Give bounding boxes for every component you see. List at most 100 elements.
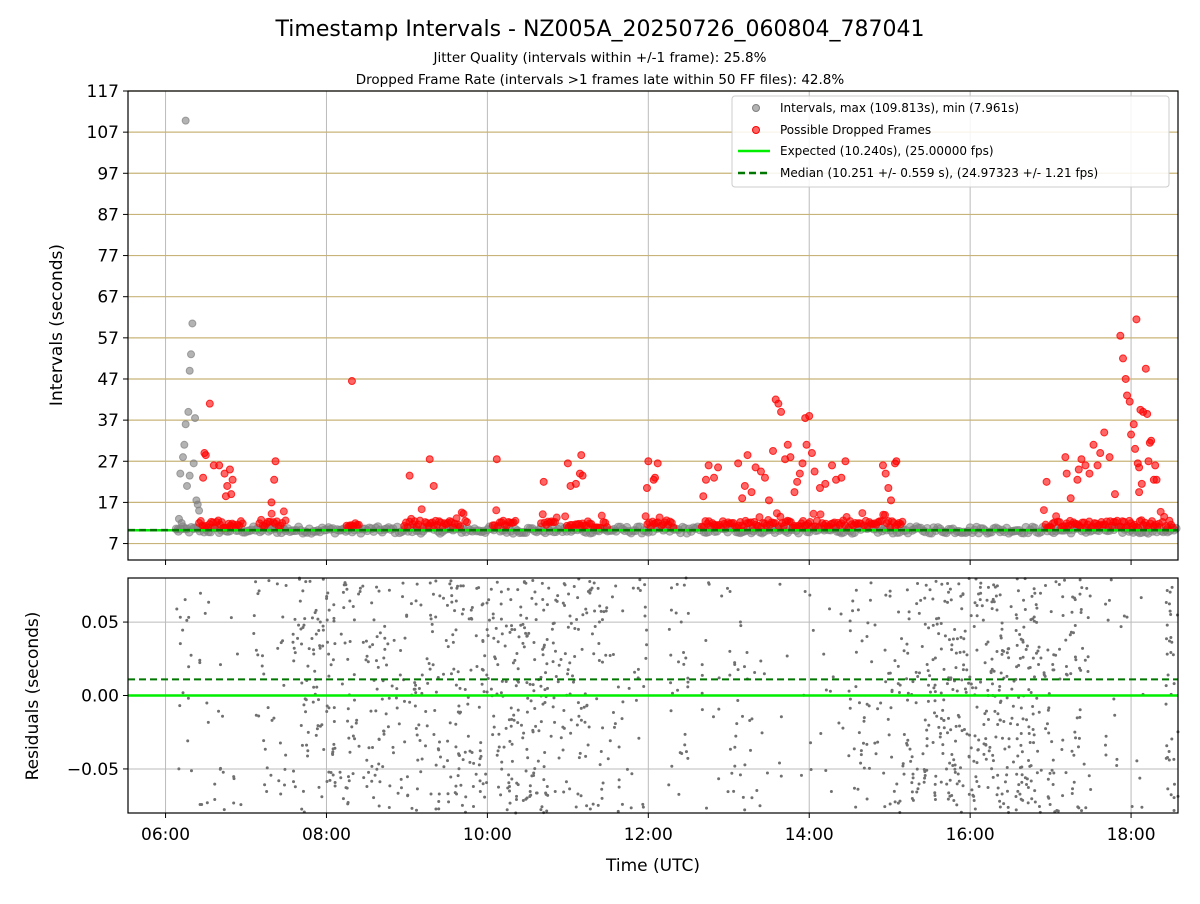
dropped-frame-point: [882, 470, 889, 477]
residual-point: [198, 659, 201, 662]
bottom-plot-x-tick-label: 16:00: [946, 825, 995, 845]
residual-point: [1049, 772, 1052, 775]
residual-point: [924, 718, 927, 721]
residual-point: [866, 797, 869, 800]
residual-point: [399, 649, 402, 652]
residual-point: [887, 672, 890, 675]
residual-point: [567, 626, 570, 629]
residual-point: [292, 633, 295, 636]
residual-point: [525, 617, 528, 620]
dropped-frame-point: [799, 460, 806, 467]
dropped-frame-point: [224, 482, 231, 489]
residual-point: [1166, 756, 1169, 759]
residual-point: [668, 628, 671, 631]
residual-point: [859, 762, 862, 765]
residual-point: [478, 706, 481, 709]
residual-point: [511, 760, 514, 763]
residual-point: [1063, 579, 1066, 582]
residual-point: [985, 710, 988, 713]
top-plot-y-tick-label: 77: [97, 247, 119, 267]
residual-point: [568, 661, 571, 664]
residual-point: [199, 592, 202, 595]
residual-point: [415, 809, 418, 812]
top-plot-y-tick-label: 117: [87, 82, 119, 102]
residual-point: [543, 765, 546, 768]
residual-point: [1074, 658, 1077, 661]
residual-point: [402, 582, 405, 585]
residual-point: [509, 598, 512, 601]
residual-point: [475, 665, 478, 668]
residual-point: [306, 749, 309, 752]
dropped-frame-point: [1145, 458, 1152, 465]
dropped-frame-point: [1142, 365, 1149, 372]
residual-point: [588, 580, 591, 583]
residual-point: [905, 643, 908, 646]
residual-point: [929, 588, 932, 591]
residual-point: [755, 789, 758, 792]
residual-point: [453, 609, 456, 612]
residual-point: [455, 600, 458, 603]
residual-point: [518, 635, 521, 638]
residual-point: [862, 720, 865, 723]
residual-point: [385, 712, 388, 715]
residual-point: [1015, 665, 1018, 668]
residual-point: [847, 754, 850, 757]
residual-point: [1105, 735, 1108, 738]
residual-point: [1027, 688, 1030, 691]
residual-point: [849, 707, 852, 710]
residual-point: [597, 804, 600, 807]
residual-point: [377, 666, 380, 669]
residual-point: [604, 654, 607, 657]
dropped-frame-point: [888, 497, 895, 504]
residual-point: [1012, 761, 1015, 764]
bottom-plot-x-tick-label: 06:00: [141, 825, 190, 845]
residual-point: [1069, 672, 1072, 675]
residual-point: [527, 632, 530, 635]
legend-label-intervals: Intervals, max (109.813s), min (7.961s): [780, 101, 1019, 115]
residual-point: [1172, 653, 1175, 656]
residual-point: [763, 672, 766, 675]
residual-point: [903, 649, 906, 652]
residual-point: [532, 774, 535, 777]
residual-point: [829, 690, 832, 693]
residual-point: [1021, 750, 1024, 753]
residual-point: [903, 773, 906, 776]
residual-point: [395, 697, 398, 700]
residual-point: [743, 763, 746, 766]
residual-point: [578, 756, 581, 759]
residual-point: [962, 668, 965, 671]
residual-point: [262, 672, 265, 675]
residual-point: [1170, 793, 1173, 796]
residual-point: [1060, 748, 1063, 751]
residual-point: [960, 678, 963, 681]
dropped-frame-point: [744, 452, 751, 459]
residual-point: [400, 778, 403, 781]
residual-point: [500, 603, 503, 606]
residual-point: [434, 579, 437, 582]
dropped-frame-point: [1130, 421, 1137, 428]
residual-point: [419, 770, 422, 773]
residual-point: [1061, 739, 1064, 742]
residual-point: [534, 725, 537, 728]
residual-point: [975, 761, 978, 764]
residual-point: [551, 628, 554, 631]
residual-point: [567, 668, 570, 671]
residual-point: [1169, 591, 1172, 594]
residual-point: [1058, 583, 1061, 586]
residual-point: [911, 680, 914, 683]
residual-point: [579, 752, 582, 755]
residual-point: [498, 745, 501, 748]
residual-point: [982, 723, 985, 726]
residual-point: [1120, 625, 1123, 628]
residual-point: [510, 628, 513, 631]
residual-point: [410, 807, 413, 810]
residual-point: [887, 718, 890, 721]
residual-point: [759, 659, 762, 662]
dropped-frame-point: [791, 489, 798, 496]
residual-point: [1040, 769, 1043, 772]
residual-point: [958, 715, 961, 718]
residual-point: [971, 794, 974, 797]
residual-point: [345, 588, 348, 591]
residual-point: [933, 711, 936, 714]
residual-point: [497, 749, 500, 752]
